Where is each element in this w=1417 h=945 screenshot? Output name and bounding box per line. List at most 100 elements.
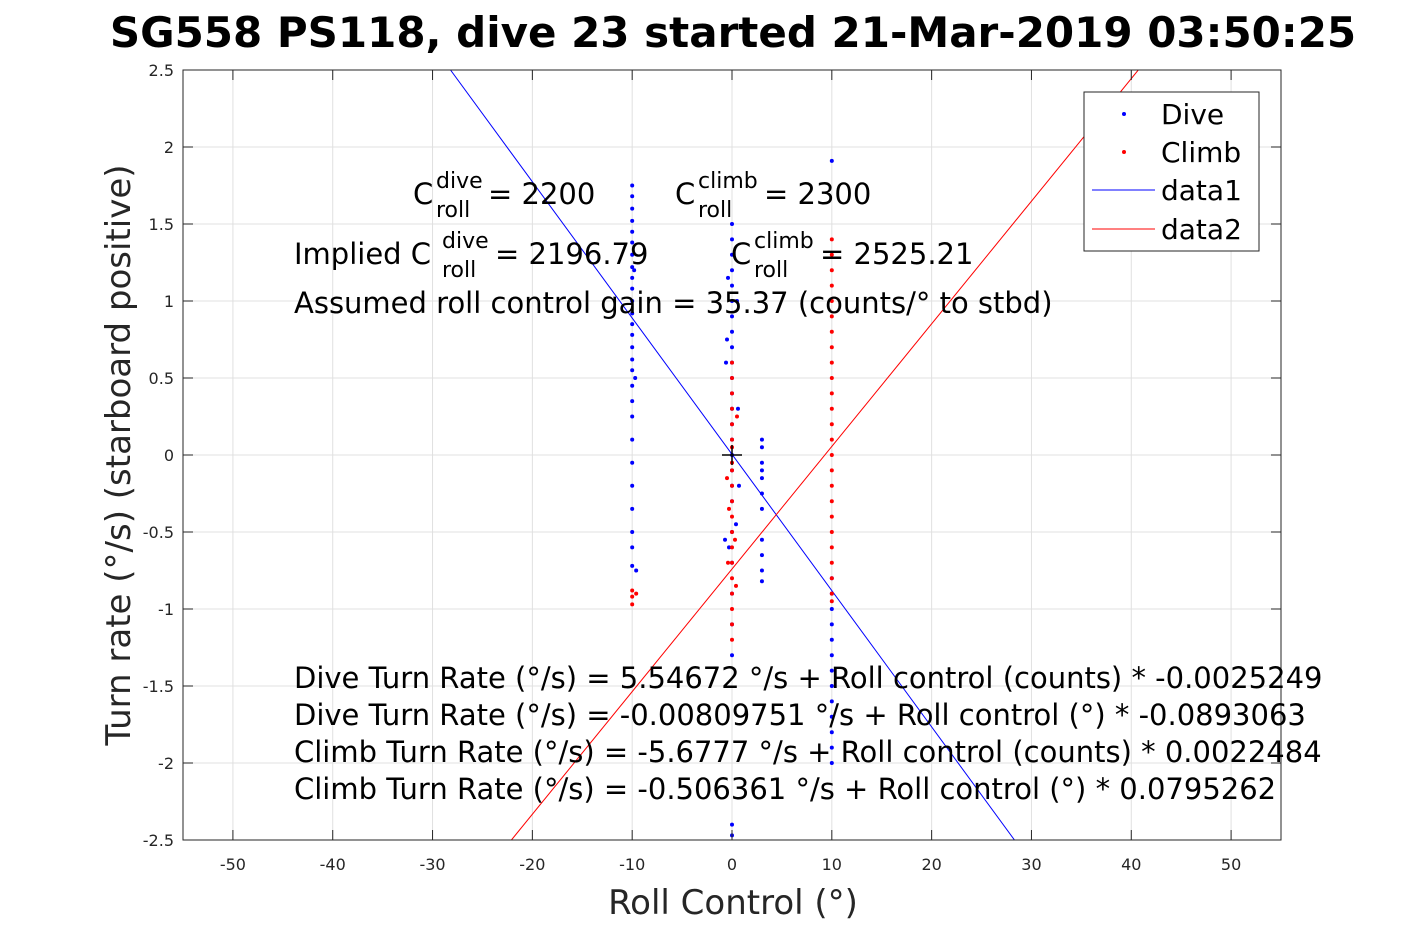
dive-point bbox=[630, 460, 635, 465]
x-tick-label: 40 bbox=[1121, 855, 1141, 874]
y-tick-label: 0 bbox=[164, 446, 174, 465]
dive-point bbox=[633, 376, 638, 380]
svg-text:dive: dive bbox=[442, 229, 489, 254]
y-tick-label: -2.5 bbox=[143, 831, 174, 850]
svg-text:roll: roll bbox=[754, 258, 788, 283]
dive-point bbox=[759, 460, 764, 465]
climb-point bbox=[829, 391, 834, 396]
svg-text:roll: roll bbox=[436, 198, 470, 223]
svg-text:= 2525.21: = 2525.21 bbox=[820, 237, 973, 271]
legend-item-data1: data1 bbox=[1092, 174, 1242, 207]
dive-point bbox=[759, 437, 764, 442]
y-tick-label: 0.5 bbox=[149, 369, 174, 388]
dive-point bbox=[730, 653, 734, 658]
climb-point bbox=[730, 545, 734, 550]
climb-point bbox=[829, 268, 834, 273]
climb-point bbox=[829, 406, 834, 411]
svg-text:Dive: Dive bbox=[1161, 98, 1224, 131]
fit-line-data2 bbox=[511, 70, 1139, 840]
climb-point bbox=[829, 591, 834, 596]
equation-climb-counts: Climb Turn Rate (°/s) = -5.6777 °/s + Ro… bbox=[294, 735, 1322, 769]
y-axis-title: Turn rate (°/s) (starboard positive) bbox=[99, 164, 139, 746]
axes-box bbox=[182, 69, 1282, 841]
climb-point bbox=[829, 345, 834, 350]
dive-point bbox=[730, 283, 734, 288]
dive-point bbox=[630, 275, 635, 280]
dive-point bbox=[724, 360, 729, 365]
dive-point bbox=[630, 383, 635, 388]
implied-c-dive-annotation: Implied C dive roll = 2196.79 bbox=[294, 229, 648, 283]
dive-point bbox=[630, 206, 635, 211]
x-tick-label: 20 bbox=[921, 855, 941, 874]
svg-text:climb: climb bbox=[698, 169, 758, 194]
x-tick-label: -20 bbox=[519, 855, 545, 874]
climb-point bbox=[730, 499, 734, 504]
climb-point bbox=[730, 391, 734, 396]
climb-point bbox=[730, 622, 734, 627]
climb-point bbox=[630, 588, 635, 593]
dive-point bbox=[829, 761, 834, 765]
legend-marker-climb bbox=[1122, 150, 1126, 154]
climb-point bbox=[730, 360, 734, 365]
dive-point bbox=[630, 437, 635, 442]
dive-point bbox=[735, 406, 740, 411]
climb-point bbox=[730, 437, 734, 442]
climb-point bbox=[634, 591, 639, 596]
climb-point bbox=[630, 594, 635, 599]
dive-point bbox=[634, 568, 639, 573]
y-tick-label: -2 bbox=[158, 754, 174, 773]
dive-point bbox=[730, 237, 734, 242]
y-tick-label: 2.5 bbox=[149, 61, 174, 80]
dive-point bbox=[630, 506, 635, 511]
dive-point bbox=[630, 194, 635, 199]
dive-point bbox=[730, 329, 734, 334]
y-tick-label: -1.5 bbox=[143, 677, 174, 696]
dive-point bbox=[630, 218, 635, 223]
climb-point bbox=[829, 599, 834, 604]
legend-item-climb: Climb bbox=[1122, 136, 1241, 169]
x-tick-label: 0 bbox=[727, 855, 737, 874]
climb-point bbox=[730, 607, 734, 611]
dive-point bbox=[630, 368, 635, 373]
dive-point bbox=[630, 311, 635, 316]
dive-point bbox=[829, 653, 834, 658]
dive-point bbox=[734, 299, 739, 303]
climb-point bbox=[829, 376, 834, 380]
climb-point bbox=[730, 591, 734, 596]
climb-point bbox=[725, 476, 730, 481]
dive-point bbox=[730, 314, 734, 319]
climb-point bbox=[730, 637, 734, 642]
climb-point bbox=[730, 530, 734, 534]
dive-point bbox=[829, 622, 834, 627]
climb-point bbox=[630, 602, 635, 607]
x-tick-label: -40 bbox=[320, 855, 346, 874]
x-tick-label: -10 bbox=[619, 855, 645, 874]
roll-gain-annotation: Assumed roll control gain = 35.37 (count… bbox=[294, 286, 1053, 320]
dive-point bbox=[759, 491, 764, 496]
climb-point bbox=[829, 483, 834, 488]
equation-dive-degrees: Dive Turn Rate (°/s) = -0.00809751 °/s +… bbox=[294, 698, 1306, 732]
dive-point bbox=[829, 607, 834, 611]
legend: Dive Climb data1 data2 bbox=[1083, 91, 1260, 252]
dive-point bbox=[759, 468, 764, 473]
dive-point bbox=[630, 265, 635, 270]
dive-point bbox=[727, 545, 732, 550]
dive-point bbox=[829, 684, 834, 688]
svg-text:Climb: Climb bbox=[1161, 136, 1241, 169]
climb-point bbox=[730, 483, 734, 488]
dive-point bbox=[736, 483, 741, 488]
dive-point bbox=[630, 545, 635, 550]
legend-item-dive: Dive bbox=[1122, 98, 1224, 131]
dive-point bbox=[759, 445, 764, 450]
tick-labels: -50 -40 -30 -20 -10 0 10 20 30 40 50 2.5 2 1.5 1 0.5 0 -0… bbox=[143, 61, 1241, 874]
dive-point bbox=[829, 158, 834, 163]
dive-point bbox=[759, 568, 764, 573]
x-tick-label: 10 bbox=[822, 855, 842, 874]
climb-point bbox=[730, 376, 734, 380]
dive-point bbox=[630, 483, 635, 488]
climb-point bbox=[829, 514, 834, 519]
dive-point bbox=[723, 537, 728, 542]
climb-point bbox=[829, 545, 834, 550]
x-axis-title: Roll Control (°) bbox=[608, 883, 858, 923]
dive-point bbox=[630, 357, 635, 362]
